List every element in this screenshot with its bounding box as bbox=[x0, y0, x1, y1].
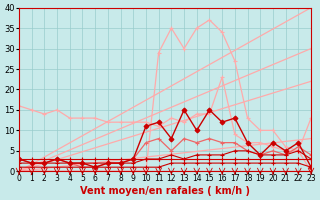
X-axis label: Vent moyen/en rafales ( km/h ): Vent moyen/en rafales ( km/h ) bbox=[80, 186, 250, 196]
